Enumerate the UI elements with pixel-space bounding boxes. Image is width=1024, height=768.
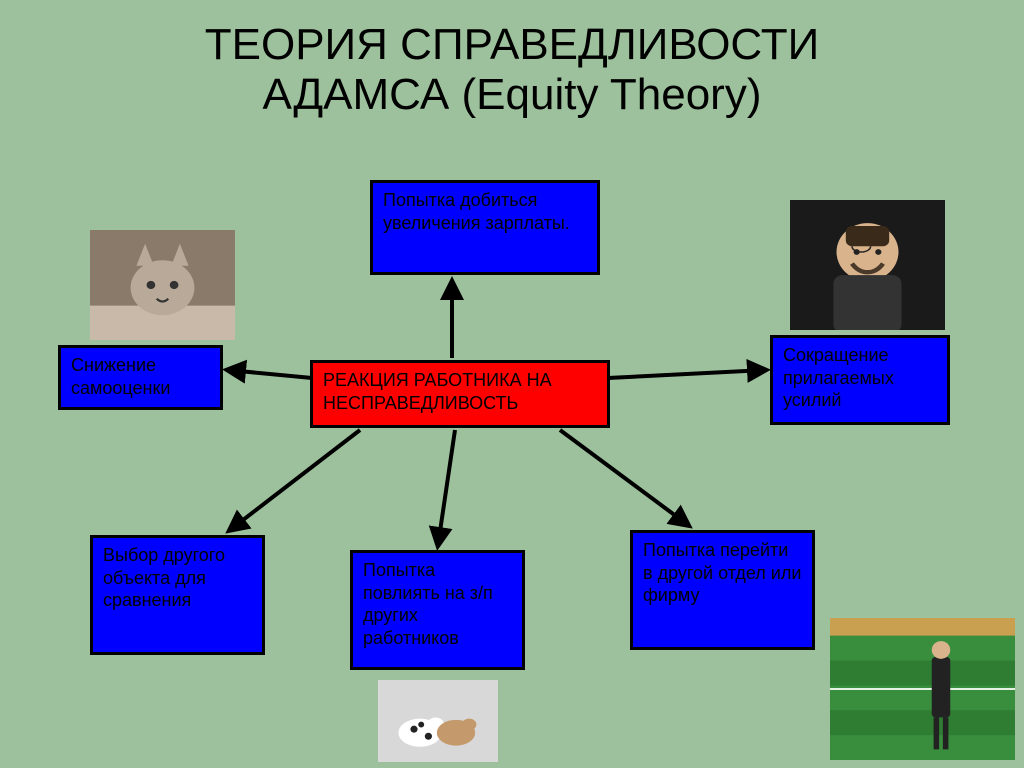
node-bottom-right: Попытка перейти в другой отдел или фирму <box>630 530 815 650</box>
node-bottom-right-text: Попытка перейти в другой отдел или фирму <box>643 540 801 605</box>
node-top: Попытка добиться увеличения зарплаты. <box>370 180 600 275</box>
node-left-text: Снижение самооценки <box>71 355 170 398</box>
node-bottom-left: Выбор другого объекта для сравнения <box>90 535 265 655</box>
person-image <box>790 200 945 330</box>
node-top-text: Попытка добиться увеличения зарплаты. <box>383 190 570 233</box>
title-line-2: АДАМСА (Equity Theory) <box>263 70 762 119</box>
soccer-field-image <box>830 618 1015 760</box>
node-right-text: Сокращение прилагаемых усилий <box>783 345 894 410</box>
node-left: Снижение самооценки <box>58 345 223 410</box>
node-bottom-center: Попытка повлиять на з/п других работнико… <box>350 550 525 670</box>
center-box-text: РЕАКЦИЯ РАБОТНИКА НА НЕСПРАВЕДЛИВОСТЬ <box>323 370 552 413</box>
cat-image <box>90 230 235 340</box>
center-box: РЕАКЦИЯ РАБОТНИКА НА НЕСПРАВЕДЛИВОСТЬ <box>310 360 610 428</box>
title-line-1: ТЕОРИЯ СПРАВЕДЛИВОСТИ <box>205 20 820 69</box>
slide: ТЕОРИЯ СПРАВЕДЛИВОСТИ АДАМСА (Equity The… <box>0 0 1024 768</box>
dogs-image <box>378 680 498 762</box>
node-right: Сокращение прилагаемых усилий <box>770 335 950 425</box>
node-bottom-left-text: Выбор другого объекта для сравнения <box>103 545 225 610</box>
node-bottom-center-text: Попытка повлиять на з/п других работнико… <box>363 560 493 648</box>
slide-title: ТЕОРИЯ СПРАВЕДЛИВОСТИ АДАМСА (Equity The… <box>0 20 1024 120</box>
